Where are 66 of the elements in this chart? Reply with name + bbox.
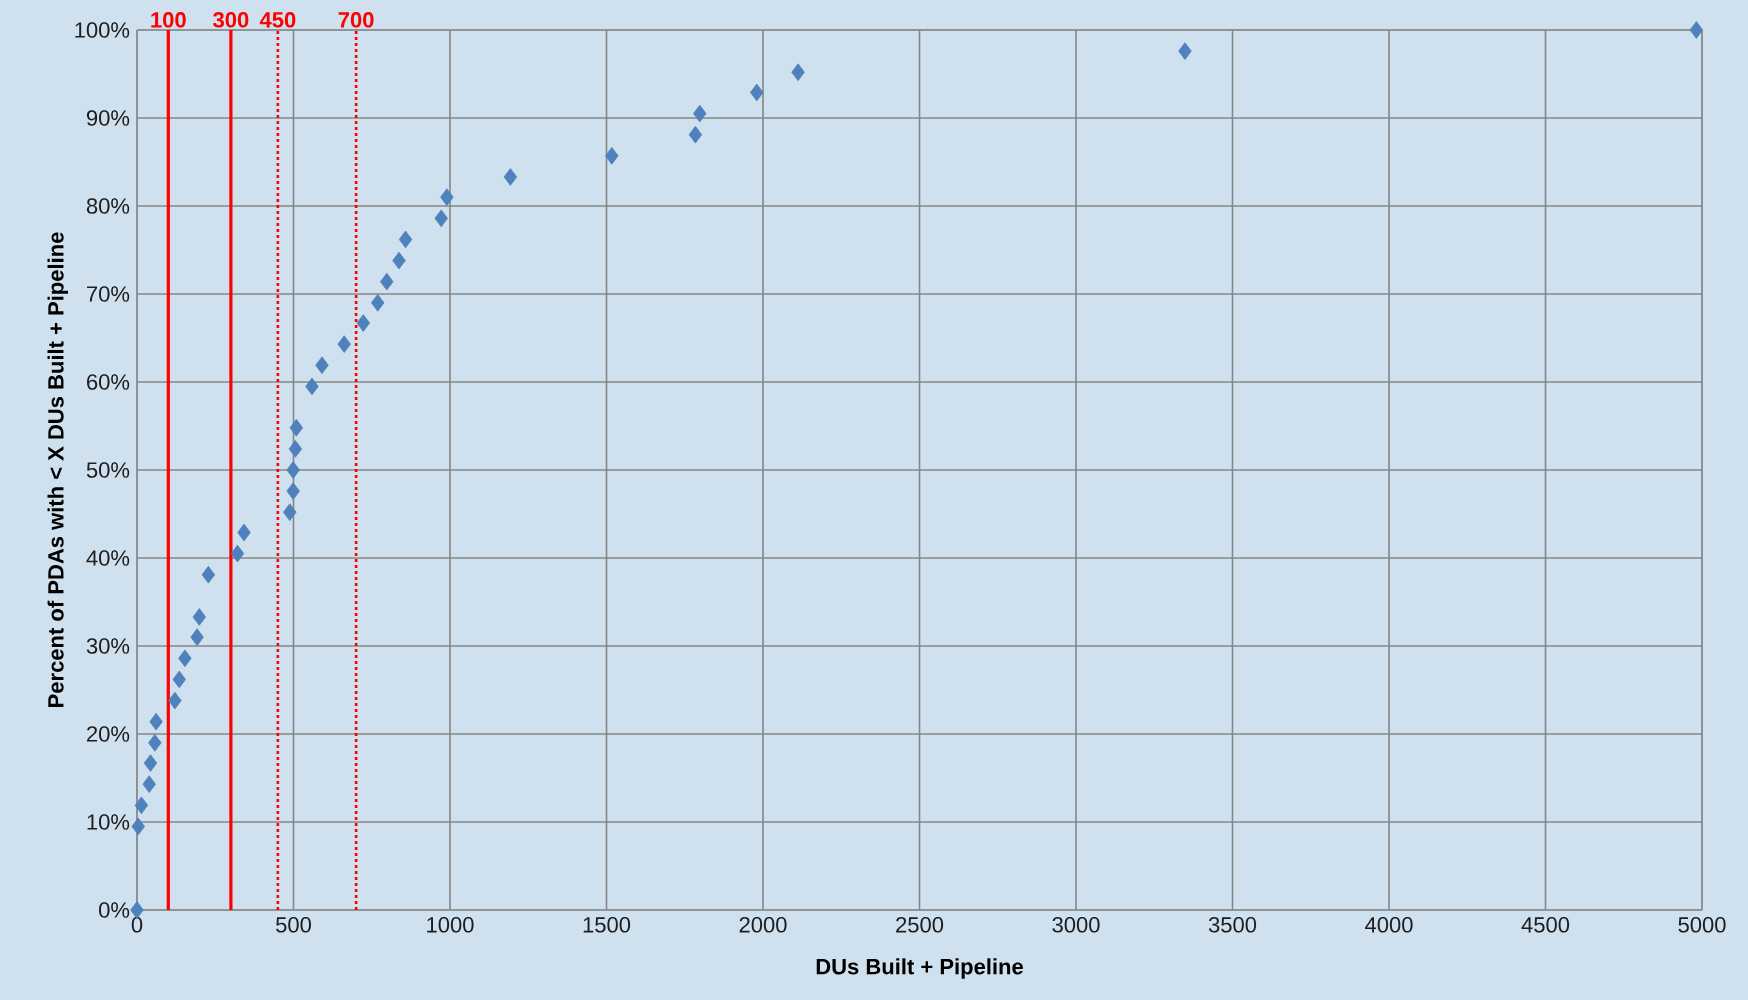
point bbox=[168, 691, 182, 710]
point bbox=[201, 565, 216, 584]
x-tick-label: 5000 bbox=[1678, 917, 1726, 933]
x-tick-label: 1000 bbox=[427, 917, 474, 933]
x-tick-label: 3500 bbox=[1208, 917, 1257, 933]
point bbox=[143, 754, 158, 772]
x-tick-label: 4500 bbox=[1521, 917, 1570, 933]
x-axis-title: DUs Built + Pipeline bbox=[816, 958, 1023, 979]
ref-line-label: 700 bbox=[338, 12, 374, 28]
ref-line-label: 450 bbox=[259, 12, 296, 28]
point bbox=[130, 901, 144, 919]
y-tick-label: 90% bbox=[86, 110, 130, 126]
point bbox=[380, 272, 394, 291]
point bbox=[289, 418, 304, 437]
y-tick-label: 0% bbox=[99, 902, 130, 918]
point bbox=[230, 544, 245, 563]
point bbox=[172, 670, 186, 689]
point bbox=[286, 482, 300, 500]
point bbox=[134, 796, 149, 815]
point bbox=[149, 712, 163, 731]
point bbox=[1689, 21, 1704, 39]
point bbox=[791, 63, 805, 82]
x-tick-label: 2000 bbox=[739, 917, 787, 933]
y-tick-label: 70% bbox=[87, 286, 130, 302]
point bbox=[440, 188, 454, 206]
x-tick-label: 2500 bbox=[896, 917, 944, 933]
point bbox=[192, 608, 206, 626]
x-tick-label: 1500 bbox=[583, 917, 631, 933]
point bbox=[434, 209, 448, 228]
point bbox=[398, 230, 413, 249]
point bbox=[288, 440, 303, 458]
point bbox=[605, 147, 619, 165]
y-tick-label: 50% bbox=[86, 462, 130, 478]
point bbox=[315, 356, 329, 375]
point bbox=[392, 251, 406, 270]
y-tick-label: 30% bbox=[86, 638, 130, 654]
x-tick-label: 0 bbox=[131, 917, 143, 933]
x-tick-label: 4000 bbox=[1365, 917, 1413, 933]
point bbox=[283, 503, 297, 522]
point bbox=[131, 817, 145, 836]
point bbox=[190, 628, 204, 646]
point bbox=[503, 168, 518, 186]
point bbox=[286, 461, 300, 479]
point bbox=[305, 377, 319, 396]
y-axis-title: Percent of PDAs with < X DUs Built + Pipeline bbox=[47, 232, 69, 707]
ref-line-label: 300 bbox=[213, 11, 249, 28]
point bbox=[356, 314, 370, 332]
point bbox=[750, 83, 764, 102]
point bbox=[237, 523, 251, 542]
point bbox=[142, 775, 156, 793]
point bbox=[337, 335, 351, 353]
point bbox=[371, 293, 385, 312]
y-tick-label: 60% bbox=[87, 374, 130, 390]
y-tick-label: 10% bbox=[87, 814, 130, 830]
point bbox=[178, 649, 192, 668]
point bbox=[148, 734, 162, 752]
point bbox=[693, 104, 707, 123]
y-tick-label: 20% bbox=[87, 726, 130, 742]
point bbox=[688, 125, 703, 144]
x-tick-label: 500 bbox=[276, 917, 311, 933]
y-tick-label: 40% bbox=[86, 550, 130, 566]
ref-line-label: 100 bbox=[151, 12, 186, 28]
y-tick-label: 80% bbox=[86, 198, 130, 214]
y-tick-label: 100% bbox=[75, 22, 130, 38]
point bbox=[1178, 42, 1192, 60]
x-tick-label: 3000 bbox=[1052, 917, 1100, 933]
